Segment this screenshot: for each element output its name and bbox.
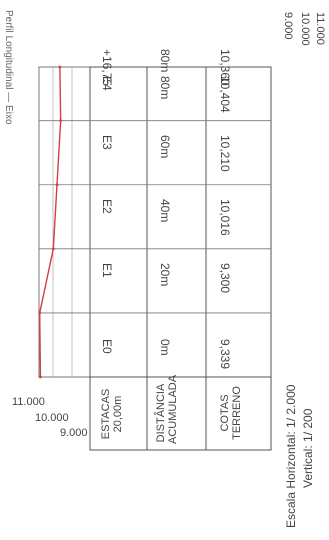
cell-estaca-5: +16,75 (100, 49, 114, 87)
scale-vertical: Vertical: 1/ 200 (301, 408, 315, 488)
station-lines (39, 120, 271, 314)
label-frame (89, 376, 272, 451)
cell-cota-3: 10,210 (218, 134, 232, 172)
axis-bottom-10: 10.000 (35, 412, 69, 424)
profile-points (38, 65, 63, 379)
profile-point-5 (58, 65, 62, 69)
cell-distancia-4: 80m (158, 75, 172, 100)
profile-point-2 (51, 247, 55, 251)
profile-point-3 (55, 183, 59, 187)
profile-point-0 (39, 375, 42, 379)
cell-cota-0: 9,339 (218, 339, 232, 370)
profile-line (38, 66, 62, 378)
cell-distancia-1: 20m (158, 262, 172, 287)
table-frame (89, 66, 272, 378)
row-label-estacas: ESTACAS 20,00m (100, 388, 124, 440)
axis-bottom-11: 11.000 (12, 396, 45, 408)
axis-bottom-9: 9.000 (60, 427, 88, 439)
cell-estaca-2: E2 (100, 198, 114, 214)
profile-frame (38, 66, 91, 378)
cell-estaca-1: E1 (100, 262, 114, 278)
cell-distancia-2: 40m (158, 198, 172, 223)
cell-cota-2: 10,016 (218, 198, 232, 236)
cell-estaca-3: E3 (100, 134, 114, 150)
row-label-distancia: DISTÂNCIA ACUMULADA (155, 374, 179, 444)
scale-horizontal: Escala Horizontal: 1/ 2.000 (284, 384, 298, 528)
row-label-cotas: COTAS TERRENO (219, 386, 243, 440)
cell-distancia-5: 80m (158, 49, 172, 73)
profile-point-1 (38, 311, 42, 315)
profile-point-4 (59, 119, 63, 123)
cell-estaca-0: E0 (100, 339, 114, 354)
cell-distancia-3: 60m (158, 134, 172, 159)
cell-distancia-0: 0m (158, 339, 172, 356)
cell-cota-1: 9,300 (218, 262, 232, 293)
cell-cota-5: 10,360 (218, 49, 232, 86)
